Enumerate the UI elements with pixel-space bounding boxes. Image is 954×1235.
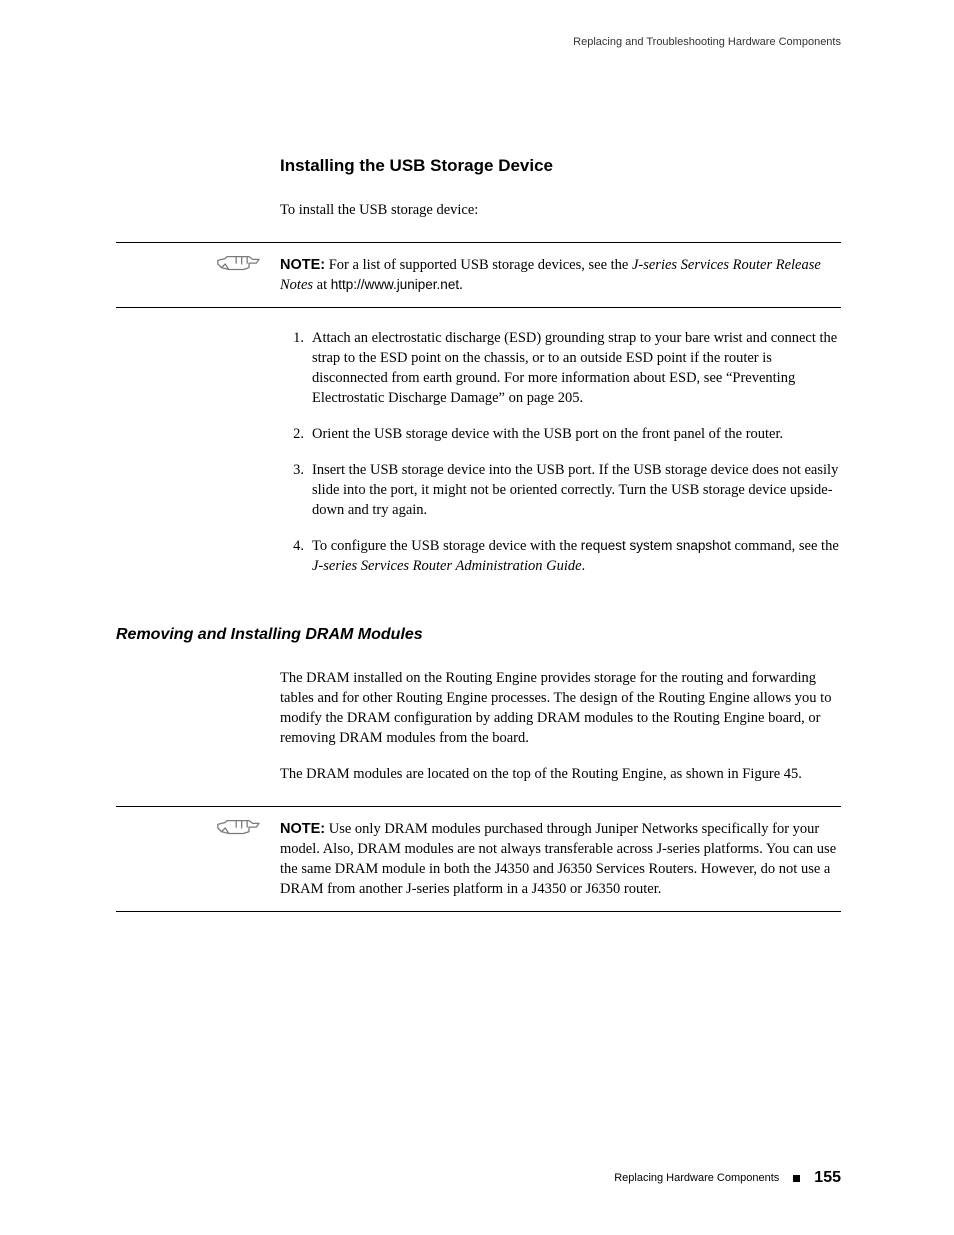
step-text: Insert the USB storage device into the U…: [312, 462, 838, 518]
note-label: NOTE:: [280, 821, 325, 837]
content-area: Installing the USB Storage Device To ins…: [0, 156, 954, 912]
page: Replacing and Troubleshooting Hardware C…: [0, 0, 954, 1235]
step-text: To configure the USB storage device with…: [312, 538, 581, 554]
step-text: Orient the USB storage device with the U…: [312, 426, 783, 442]
step-number: 2.: [280, 424, 304, 444]
note-block: NOTE: For a list of supported USB storag…: [0, 242, 954, 308]
note-trailing: .: [459, 277, 463, 293]
step-item: 3. Insert the USB storage device into th…: [280, 460, 841, 520]
note-row: NOTE: For a list of supported USB storag…: [116, 243, 841, 307]
horizontal-rule: [116, 911, 841, 912]
step-item: 4. To configure the USB storage device w…: [280, 536, 841, 576]
note-label: NOTE:: [280, 257, 325, 273]
step-item: 2. Orient the USB storage device with th…: [280, 424, 841, 444]
footer-text: Replacing Hardware Components: [614, 1172, 779, 1184]
section-heading-dram: Removing and Installing DRAM Modules: [116, 626, 954, 644]
step-number: 1.: [280, 328, 304, 348]
footer-square-icon: [793, 1175, 800, 1182]
step-command: request system snapshot: [581, 538, 731, 553]
note-text: NOTE: For a list of supported USB storag…: [280, 255, 841, 295]
steps-list: 1. Attach an electrostatic discharge (ES…: [280, 328, 841, 576]
note-block: NOTE: Use only DRAM modules purchased th…: [0, 806, 954, 912]
page-number: 155: [814, 1169, 841, 1187]
step-text: command, see the: [731, 538, 839, 554]
running-header: Replacing and Troubleshooting Hardware C…: [573, 36, 841, 48]
note-body: Use only DRAM modules purchased through …: [280, 821, 836, 897]
note-url: http://www.juniper.net: [331, 277, 459, 292]
intro-paragraph: To install the USB storage device:: [280, 200, 841, 220]
note-row: NOTE: Use only DRAM modules purchased th…: [116, 807, 841, 911]
step-number: 4.: [280, 536, 304, 556]
page-footer: Replacing Hardware Components 155: [614, 1169, 841, 1187]
note-text-part: For a list of supported USB storage devi…: [325, 257, 632, 273]
note-hand-icon: [216, 251, 260, 277]
body-paragraph: The DRAM modules are located on the top …: [280, 764, 841, 784]
note-text: NOTE: Use only DRAM modules purchased th…: [280, 819, 841, 899]
step-tail: .: [582, 558, 586, 574]
horizontal-rule: [116, 307, 841, 308]
note-hand-icon: [216, 815, 260, 841]
section-heading-usb: Installing the USB Storage Device: [280, 156, 954, 176]
step-text: Attach an electrostatic discharge (ESD) …: [312, 330, 837, 406]
step-italic: J-series Services Router Administration …: [312, 558, 582, 574]
step-number: 3.: [280, 460, 304, 480]
body-paragraph: The DRAM installed on the Routing Engine…: [280, 668, 841, 748]
note-text-part: at: [313, 277, 331, 293]
step-item: 1. Attach an electrostatic discharge (ES…: [280, 328, 841, 408]
